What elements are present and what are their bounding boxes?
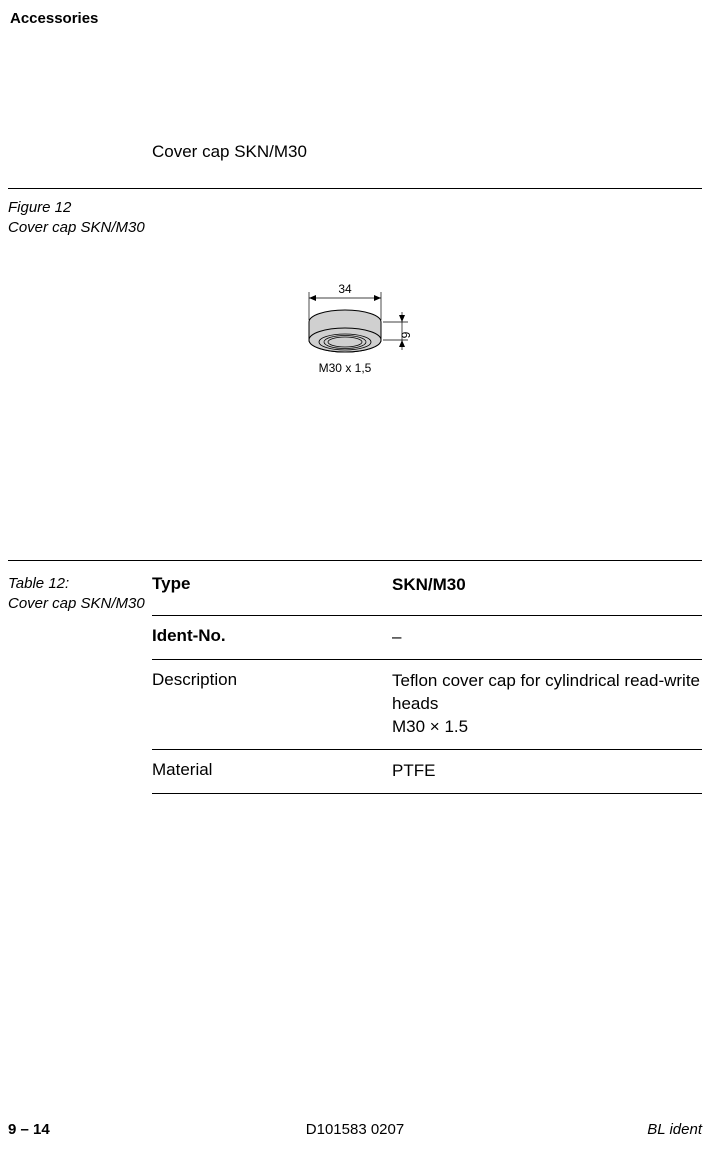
spec-table: Type SKN/M30 Ident-No. – Description Tef…: [152, 574, 702, 794]
spec-label-type: Type: [152, 574, 392, 594]
figure-caption: Figure 12 Cover cap SKN/M30: [8, 198, 148, 239]
table-row: Description Teflon cover cap for cylindr…: [152, 660, 702, 750]
table-caption-text: Cover cap SKN/M30: [8, 595, 145, 612]
divider-mid: [8, 560, 702, 561]
table-row: Material PTFE: [152, 750, 702, 794]
section-title: Cover cap SKN/M30: [152, 142, 307, 162]
figure-caption-text: Cover cap SKN/M30: [8, 219, 145, 236]
spec-label-desc: Description: [152, 670, 392, 690]
spec-value-type: SKN/M30: [392, 574, 702, 597]
figure-label: Figure 12: [8, 199, 71, 216]
spec-value-desc: Teflon cover cap for cylindrical read-wr…: [392, 670, 702, 739]
page-footer: 9 – 14 D101583 0207 BL ident: [8, 1121, 702, 1138]
table-caption: Table 12: Cover cap SKN/M30: [8, 574, 148, 615]
spec-label-material: Material: [152, 760, 392, 780]
divider-top: [8, 188, 702, 189]
dim-height-label: 9: [399, 331, 413, 338]
dim-width-label: 34: [338, 282, 352, 296]
cover-cap-diagram: 34 9 M30 x 1,5: [290, 260, 450, 400]
page-header-title: Accessories: [10, 10, 98, 27]
footer-doc-num: D101583 0207: [306, 1121, 404, 1138]
footer-page-num: 9 – 14: [8, 1121, 50, 1138]
footer-brand: BL ident: [647, 1121, 702, 1138]
spec-value-ident: –: [392, 626, 702, 649]
thread-label: M30 x 1,5: [319, 361, 372, 375]
table-row: Type SKN/M30: [152, 574, 702, 616]
spec-value-material: PTFE: [392, 760, 702, 783]
spec-label-ident: Ident-No.: [152, 626, 392, 646]
table-label: Table 12:: [8, 575, 69, 592]
table-row: Ident-No. –: [152, 616, 702, 660]
